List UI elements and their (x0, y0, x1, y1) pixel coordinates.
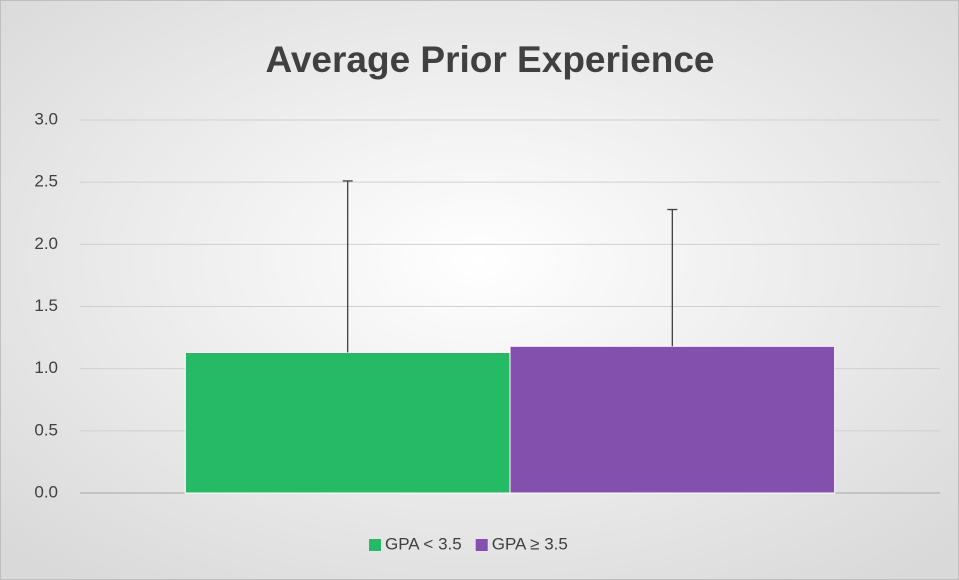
legend-label: GPA ≥ 3.5 (492, 534, 568, 553)
y-tick-label: 0.5 (34, 420, 58, 439)
chart-title: Average Prior Experience (265, 39, 714, 80)
y-tick-label: 1.5 (34, 296, 58, 315)
bar (509, 345, 836, 494)
y-tick-label: 0.0 (34, 482, 58, 501)
y-tick-label: 1.0 (34, 358, 58, 377)
legend-label: GPA < 3.5 (385, 534, 462, 553)
y-tick-label: 3.0 (34, 109, 58, 128)
legend-swatch (475, 539, 488, 551)
y-tick-label: 2.5 (34, 172, 58, 191)
y-tick-label: 2.0 (34, 234, 58, 253)
bar (184, 352, 511, 494)
legend-swatch (369, 539, 381, 551)
